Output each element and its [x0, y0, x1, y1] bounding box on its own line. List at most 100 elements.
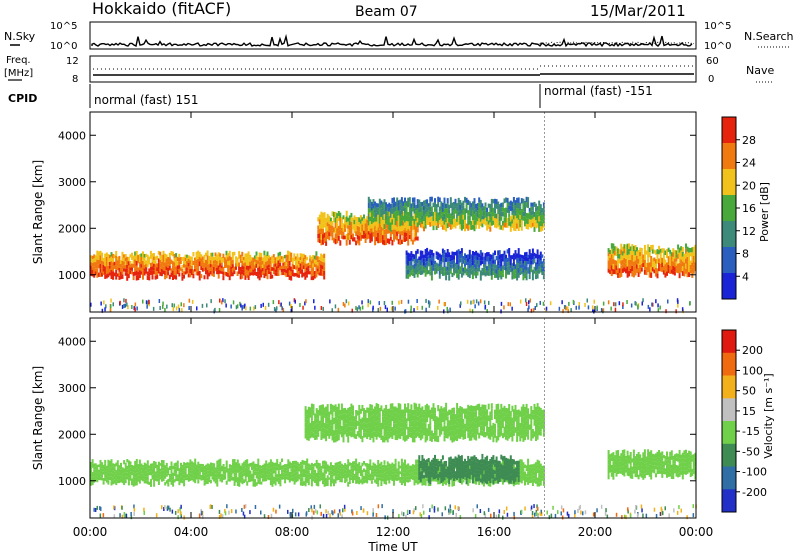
colorbar-swatch: [722, 117, 736, 144]
data-cell: [266, 251, 269, 257]
data-cell: [522, 259, 525, 264]
data-cell: [411, 472, 414, 475]
data-cell: [359, 223, 362, 228]
data-cell: [126, 260, 129, 265]
data-cell: [394, 428, 397, 435]
data-cell: [344, 479, 347, 483]
data-cell: [110, 252, 113, 257]
data-cell: [423, 221, 425, 227]
data-cell: [524, 471, 526, 475]
data-cell: [276, 459, 279, 463]
data-cell: [382, 206, 384, 211]
data-cell: [333, 436, 335, 443]
data-cell: [407, 257, 410, 262]
data-cell: [445, 203, 448, 209]
data-cell: [639, 269, 642, 274]
data-cell: [517, 203, 520, 209]
cpid-label: CPID: [8, 92, 37, 105]
data-cell: [175, 462, 178, 467]
data-cell: [310, 403, 313, 410]
data-cell: [377, 425, 380, 432]
data-cell: [263, 250, 266, 256]
data-cell: [528, 207, 531, 212]
data-cell: [516, 258, 519, 263]
data-cell: [356, 463, 359, 468]
data-cell: [107, 472, 110, 477]
noise-cell: [622, 305, 624, 309]
data-cell: [530, 470, 533, 474]
data-cell: [479, 204, 482, 209]
data-cell: [265, 467, 268, 471]
data-cell: [471, 260, 474, 266]
colorbar-tick-label: 12: [742, 225, 756, 238]
data-cell: [508, 261, 511, 266]
data-cell: [430, 221, 433, 226]
data-cell: [374, 213, 377, 218]
data-cell: [413, 232, 416, 238]
data-cell: [336, 462, 339, 466]
data-cell: [320, 239, 323, 246]
data-cell: [427, 203, 430, 207]
data-cell: [531, 275, 534, 281]
data-cell: [272, 264, 275, 268]
noise-cell: [539, 300, 541, 305]
data-cell: [394, 477, 397, 481]
data-cell: [340, 466, 343, 470]
data-cell: [460, 225, 463, 231]
data-cell: [227, 257, 230, 262]
nsky-tick-top: 10^5: [50, 21, 77, 32]
data-cell: [410, 221, 413, 226]
data-cell: [298, 274, 300, 278]
data-cell: [669, 253, 672, 258]
noise-cell: [391, 300, 393, 305]
data-cell: [116, 263, 119, 267]
data-cell: [306, 409, 309, 415]
data-cell: [90, 255, 92, 259]
data-cell: [192, 462, 195, 466]
data-cell: [257, 264, 260, 268]
data-cell: [416, 272, 419, 278]
data-cell: [613, 264, 616, 270]
data-cell: [326, 423, 329, 430]
data-cell: [170, 259, 173, 264]
data-cell: [358, 480, 361, 485]
data-cell: [96, 264, 99, 269]
data-cell: [386, 238, 389, 244]
noise-cell: [188, 298, 191, 303]
data-cell: [681, 247, 684, 252]
data-cell: [404, 435, 406, 442]
data-cell: [397, 220, 400, 226]
data-cell: [519, 219, 522, 224]
noise-cell: [647, 304, 650, 309]
data-cell: [397, 409, 400, 415]
data-cell: [112, 262, 115, 267]
data-cell: [454, 262, 457, 267]
data-cell: [536, 223, 539, 228]
data-cell: [363, 461, 365, 465]
data-cell: [476, 214, 479, 218]
data-cell: [356, 431, 359, 437]
data-cell: [318, 478, 321, 482]
data-cell: [372, 431, 375, 437]
data-cell: [467, 273, 470, 277]
data-cell: [305, 270, 308, 275]
data-cell: [419, 222, 422, 228]
data-cell: [694, 266, 697, 272]
data-cell: [94, 261, 97, 265]
data-cell: [494, 218, 496, 223]
data-cell: [531, 259, 534, 265]
noise-cell: [148, 302, 150, 307]
data-cell: [345, 467, 348, 471]
noise-cell: [443, 309, 445, 314]
data-cell: [443, 197, 446, 203]
data-cell: [318, 233, 321, 239]
data-cell: [320, 422, 323, 429]
noise-cell: [384, 305, 387, 310]
data-cell: [90, 481, 92, 486]
data-cell: [662, 252, 665, 258]
data-cell: [468, 201, 471, 206]
data-cell: [359, 418, 362, 424]
data-cell: [97, 251, 100, 256]
data-cell: [429, 271, 432, 276]
data-cell: [97, 259, 100, 265]
